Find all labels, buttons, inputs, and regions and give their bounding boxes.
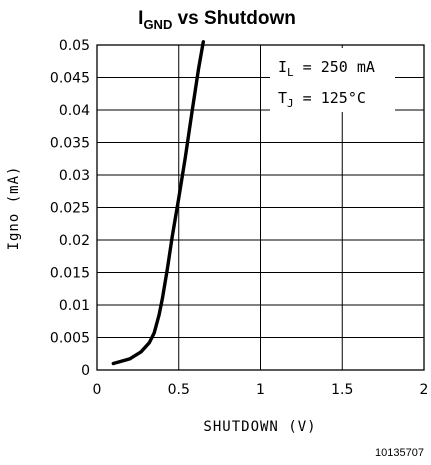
series-layer: [111, 40, 205, 366]
y-tick-label: 0.045: [50, 71, 90, 87]
title-main: I: [138, 8, 143, 29]
y-tick-label: 0.01: [59, 298, 90, 314]
y-tick-label: 0.05: [59, 38, 90, 54]
y-tick-label: 0.005: [50, 331, 90, 347]
y-tick-label: 0.035: [50, 136, 90, 152]
annotation-line-2-value: = 125°C: [294, 89, 366, 107]
x-tick-label: 0.5: [168, 382, 190, 398]
annotation-line-1-value: = 250 mA: [294, 58, 375, 76]
y-tick-label: 0.02: [59, 233, 90, 249]
annotation-line-2-sub: J: [287, 97, 294, 110]
y-tick-label: 0.04: [59, 103, 90, 119]
annotation-line-2: TJ = 125°C: [278, 89, 366, 110]
series-line: [111, 40, 205, 366]
tick-labels: 0 0.5 1 1.5 2 0 0.005 0.01 0.015 0.02 0.025 0.03 0.0…: [50, 38, 429, 398]
y-tick-label: 0: [81, 363, 90, 379]
figure-id: 10135707: [375, 447, 424, 459]
annotation-background: [270, 48, 395, 112]
x-tick-label: 2: [420, 382, 429, 398]
x-tick-label: 0: [93, 382, 102, 398]
annotation-line-1: IL = 250 mA: [278, 58, 375, 79]
y-tick-label: 0.015: [50, 266, 90, 282]
y-tick-label: 0.03: [59, 168, 90, 184]
y-tick-label: 0.025: [50, 201, 90, 217]
title-rest: vs Shutdown: [172, 8, 296, 29]
y-axis-label: Igno (mA): [6, 166, 22, 251]
chart-title: IGND vs Shutdown: [138, 8, 296, 32]
x-tick-label: 1.5: [331, 382, 353, 398]
x-axis-label: SHUTDOWN (V): [203, 419, 316, 435]
annotation-line-1-sub: L: [287, 66, 294, 79]
annotation-line-2-symbol: T: [278, 89, 287, 107]
x-tick-label: 1: [256, 382, 265, 398]
plot-frame: [96, 44, 425, 371]
title-sub: GND: [143, 17, 172, 32]
annotation-line-1-symbol: I: [278, 58, 287, 76]
